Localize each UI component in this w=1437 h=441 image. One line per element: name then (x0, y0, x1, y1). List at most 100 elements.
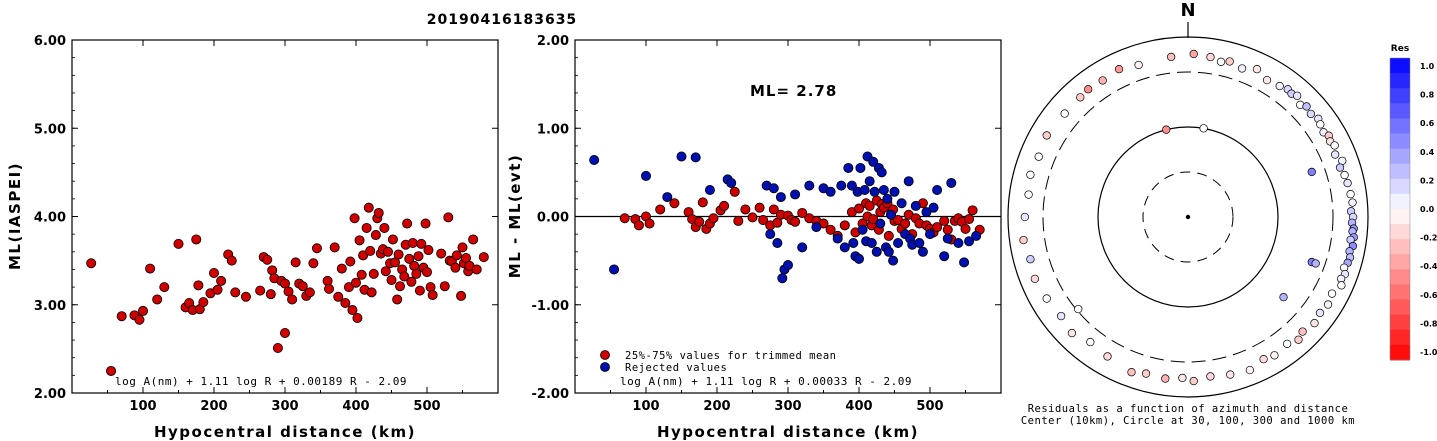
data-point (345, 256, 356, 267)
station-marker (1056, 311, 1066, 321)
station-marker (1335, 163, 1345, 172)
north-label: N (1180, 0, 1195, 21)
station-marker (1275, 81, 1284, 91)
rejected-point (589, 155, 600, 166)
station-marker (1226, 370, 1235, 379)
accepted-point (797, 207, 808, 218)
ring-300km (1042, 71, 1334, 363)
rejected-point (928, 202, 939, 213)
formula: log A(nm) + 1.11 log R + 0.00189 R - 2.0… (115, 375, 407, 388)
rejected-point (676, 151, 687, 162)
rejected-point (910, 200, 921, 211)
data-point (450, 262, 461, 273)
data-point (456, 290, 467, 301)
station-marker (1298, 327, 1307, 336)
rejected-point (846, 180, 857, 191)
ml-vs-distance-panel: 100 200 300 400 500 2.00 3.00 4.00 5.00 6.00 ML(I… (6, 34, 499, 441)
station-marker (1189, 376, 1198, 386)
data-point (347, 305, 358, 316)
legend: 25%-75% values for trimmed mean Rejected… (600, 350, 836, 374)
station-marker (1293, 91, 1302, 100)
station-marker (1086, 337, 1095, 347)
station-marker (1206, 372, 1215, 381)
station-marker (1340, 170, 1349, 180)
legend-label-accepted: 25%-75% values for trimmed mean (625, 350, 836, 362)
accepted-point (708, 213, 719, 224)
data-point (363, 202, 374, 213)
station-marker (1315, 308, 1325, 318)
accepted-point (633, 220, 644, 231)
data-point (106, 365, 117, 376)
data-point (324, 283, 335, 294)
station-marker (1034, 152, 1043, 161)
data-point (311, 243, 322, 254)
y-axis-label: ML - ML(evt) (506, 154, 524, 278)
colorbar-tick-label: 0.2 (1420, 176, 1434, 185)
station-marker (1060, 109, 1069, 118)
accepted-point (864, 200, 875, 211)
colorbar-frame (1389, 57, 1411, 361)
station-marker (1042, 294, 1051, 303)
accepted-point (967, 205, 978, 216)
accepted-point (697, 197, 708, 208)
accepted-point (900, 218, 911, 229)
data-point (198, 297, 209, 308)
rejected-point (775, 192, 786, 203)
rejected-point (772, 237, 783, 248)
rejected-point (871, 246, 882, 257)
data-point (356, 269, 367, 280)
x-tick-label: 300 (774, 399, 801, 414)
rejected-point (848, 237, 859, 248)
station-marker (1020, 212, 1030, 222)
station-marker (1114, 64, 1124, 74)
rejected-point (704, 185, 715, 196)
data-point (407, 237, 418, 248)
station-marker (1348, 198, 1357, 207)
colorbar-tick-label: -0.4 (1420, 262, 1437, 271)
residual-vs-distance-panel: 100 200 300 400 500 -2.00 -1.00 0.00 1.00 2.00 ML… (506, 34, 1002, 441)
data-point (387, 234, 398, 245)
data-point (265, 289, 276, 300)
data-point (402, 218, 413, 229)
rejected-point (888, 255, 899, 266)
rejected-point (875, 218, 886, 229)
y-tick-label: 4.00 (34, 211, 66, 226)
data-point (272, 342, 283, 353)
rejected-point (942, 233, 953, 244)
rejected-point (893, 237, 904, 248)
formula: log A(nm) + 1.11 log R + 0.00033 R - 2.0… (620, 375, 912, 388)
colorbar-cell (1390, 239, 1410, 255)
accepted-point (729, 186, 740, 197)
station-marker (1279, 293, 1288, 302)
rejected-point (855, 162, 866, 173)
data-point (386, 275, 397, 286)
x-tick-label: 300 (271, 399, 298, 414)
colorbar-tick-label: -0.6 (1420, 291, 1437, 300)
station-marker (1316, 120, 1325, 129)
colorbar-cell (1390, 314, 1410, 331)
center-marker (1185, 214, 1191, 220)
station-marker (1330, 141, 1339, 150)
colorbar-tick-label: 0.8 (1420, 91, 1435, 100)
colorbar-cell (1390, 344, 1410, 361)
axis-ticks: 100 200 300 400 500 -2.00 -1.00 0.00 1.00 2.00 (532, 34, 1001, 414)
station-marker (1098, 76, 1107, 85)
accepted-point (694, 216, 705, 227)
station-marker (1311, 259, 1320, 268)
data-point (116, 311, 127, 322)
event-title: 20190416183635 (427, 12, 577, 28)
colorbar-tick-label: -1.0 (1420, 348, 1437, 357)
station-marker (1237, 64, 1247, 73)
x-axis-label: Hypocentral distance (km) (657, 423, 919, 441)
accepted-point (883, 230, 894, 241)
data-point (352, 312, 363, 323)
station-marker (1127, 368, 1136, 377)
colorbar-cell (1390, 224, 1410, 240)
x-tick-label: 200 (703, 399, 730, 414)
rejected-point (971, 230, 982, 241)
accepted-point (733, 215, 744, 226)
data-point (395, 281, 406, 292)
caption-line-1: Residuals as a function of azimuth and d… (1028, 403, 1349, 415)
data-point (304, 287, 315, 298)
rejected-point (921, 207, 932, 218)
